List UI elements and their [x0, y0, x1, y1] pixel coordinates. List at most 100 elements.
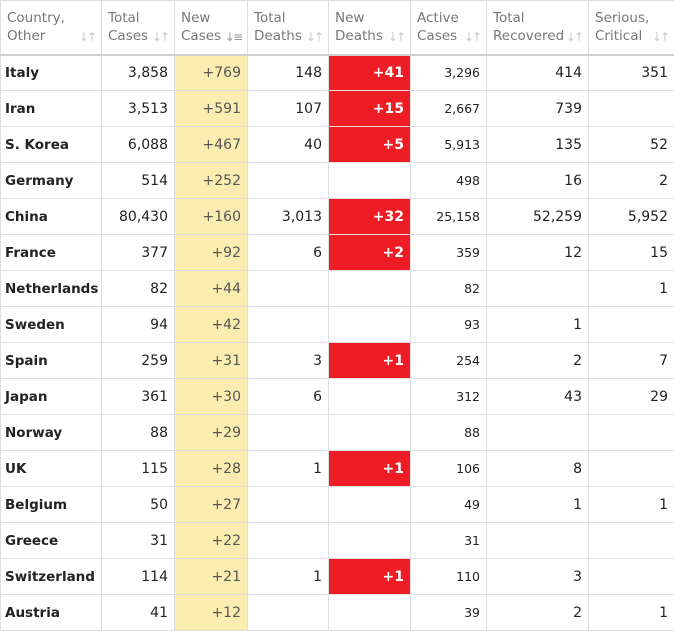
cell-country[interactable]: Austria [1, 595, 102, 631]
sort-icon[interactable]: ↓↑ [652, 28, 668, 46]
cell-total-deaths: 6 [248, 379, 329, 415]
cell-total-cases: 82 [102, 271, 175, 307]
cell-country[interactable]: Switzerland [1, 559, 102, 595]
cell-active-cases: 110 [411, 559, 487, 595]
cell-serious-critical: 1 [589, 271, 674, 307]
cell-country[interactable]: Netherlands [1, 271, 102, 307]
cell-active-cases: 39 [411, 595, 487, 631]
cell-total-deaths [248, 415, 329, 451]
cell-new-cases: +591 [175, 91, 248, 127]
cell-country[interactable]: Norway [1, 415, 102, 451]
cell-serious-critical [589, 307, 674, 343]
cell-country[interactable]: UK [1, 451, 102, 487]
cell-new-cases: +27 [175, 487, 248, 523]
cell-serious-critical [589, 415, 674, 451]
cell-new-deaths: +41 [329, 55, 411, 91]
cell-new-deaths: +15 [329, 91, 411, 127]
cell-new-cases: +30 [175, 379, 248, 415]
cell-new-deaths [329, 163, 411, 199]
cell-total-deaths: 148 [248, 55, 329, 91]
sort-icon[interactable]: ↓↑ [306, 28, 322, 46]
sort-icon[interactable]: ↓↑ [388, 28, 404, 46]
cell-total-recovered: 739 [487, 91, 589, 127]
cell-country[interactable]: Germany [1, 163, 102, 199]
cell-total-cases: 88 [102, 415, 175, 451]
cell-country[interactable]: Spain [1, 343, 102, 379]
header-label: Serious,Critical [595, 10, 649, 44]
cell-country[interactable]: Greece [1, 523, 102, 559]
cell-total-recovered: 2 [487, 595, 589, 631]
cell-total-recovered [487, 523, 589, 559]
cell-new-deaths: +5 [329, 127, 411, 163]
cell-new-cases: +160 [175, 199, 248, 235]
header-serious-critical[interactable]: Serious,Critical↓↑ [589, 1, 674, 55]
cell-active-cases: 359 [411, 235, 487, 271]
cell-new-cases: +252 [175, 163, 248, 199]
cell-total-cases: 94 [102, 307, 175, 343]
sort-icon[interactable]: ↓↑ [79, 28, 95, 46]
cell-country[interactable]: Belgium [1, 487, 102, 523]
cell-new-cases: +12 [175, 595, 248, 631]
cell-new-deaths [329, 271, 411, 307]
cell-total-cases: 115 [102, 451, 175, 487]
cell-active-cases: 5,913 [411, 127, 487, 163]
cell-new-cases: +22 [175, 523, 248, 559]
cell-new-cases: +467 [175, 127, 248, 163]
cell-serious-critical: 7 [589, 343, 674, 379]
cell-serious-critical: 29 [589, 379, 674, 415]
sort-icon[interactable]: ↓↑ [566, 28, 582, 46]
cell-country[interactable]: Japan [1, 379, 102, 415]
cell-serious-critical [589, 559, 674, 595]
cell-new-cases: +28 [175, 451, 248, 487]
cell-total-recovered: 135 [487, 127, 589, 163]
sort-icon[interactable]: ↓↑ [464, 28, 480, 46]
cell-country[interactable]: Iran [1, 91, 102, 127]
cell-country[interactable]: Italy [1, 55, 102, 91]
cell-serious-critical [589, 451, 674, 487]
cell-new-deaths: +1 [329, 343, 411, 379]
header-label: Country,Other [7, 10, 65, 44]
cell-total-deaths: 3,013 [248, 199, 329, 235]
sort-descending-icon[interactable]: ↓≡ [225, 28, 241, 46]
cell-new-cases: +31 [175, 343, 248, 379]
cell-active-cases: 106 [411, 451, 487, 487]
sort-icon[interactable]: ↓↑ [152, 28, 168, 46]
cell-total-recovered: 12 [487, 235, 589, 271]
cell-total-cases: 31 [102, 523, 175, 559]
cell-country[interactable]: S. Korea [1, 127, 102, 163]
cell-active-cases: 31 [411, 523, 487, 559]
cell-serious-critical: 1 [589, 487, 674, 523]
cell-country[interactable]: France [1, 235, 102, 271]
cell-country[interactable]: Sweden [1, 307, 102, 343]
cell-total-cases: 114 [102, 559, 175, 595]
cell-country[interactable]: China [1, 199, 102, 235]
header-country[interactable]: Country,Other ↓↑ [1, 1, 102, 55]
cell-total-cases: 259 [102, 343, 175, 379]
cell-total-recovered: 1 [487, 487, 589, 523]
cell-active-cases: 25,158 [411, 199, 487, 235]
cell-new-deaths: +32 [329, 199, 411, 235]
cell-new-cases: +92 [175, 235, 248, 271]
